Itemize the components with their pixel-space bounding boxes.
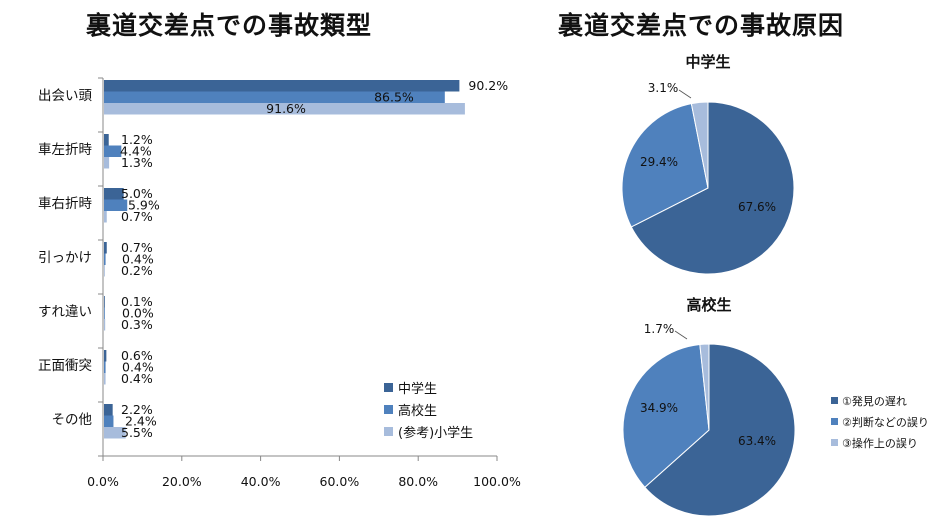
legend-label: 中学生: [398, 381, 437, 397]
category-label: 引っかけ: [38, 250, 92, 266]
bar-chart: 0.0% 20.0% 40.0% 60.0% 80.0% 100.0% 出会い頭 90.2% 8…: [38, 77, 521, 489]
pie-data-label: 34.9%: [640, 401, 678, 415]
bar: [104, 211, 107, 223]
pie-legend-label: ①発見の遅れ: [842, 394, 907, 408]
bar: [104, 134, 109, 146]
legend-label: (参考)小学生: [398, 425, 473, 441]
pie-data-label: 3.1%: [648, 81, 679, 95]
pie-legend-swatch: [831, 418, 838, 425]
bar: [104, 145, 122, 157]
data-label: 2.2%: [121, 402, 153, 417]
pie-slice: [690, 101, 709, 189]
data-label: 90.2%: [468, 78, 508, 93]
pie-data-label: 63.4%: [738, 434, 776, 448]
legend-swatch: [384, 383, 393, 392]
bar: [104, 253, 106, 265]
data-label: 0.4%: [122, 252, 154, 267]
data-label: 91.6%: [266, 101, 306, 116]
data-label: 0.1%: [121, 294, 153, 309]
x-tick-label: 20.0%: [162, 474, 202, 489]
x-tick-label: 40.0%: [241, 474, 281, 489]
bar: [104, 307, 105, 319]
callout-line: [678, 89, 692, 99]
pie-subtitle: 高校生: [686, 296, 731, 314]
bar: [104, 415, 114, 427]
pie-data-label: 29.4%: [640, 155, 678, 169]
bar: [104, 361, 106, 373]
data-label: 86.5%: [374, 90, 414, 105]
data-label: 0.3%: [121, 317, 153, 332]
data-label: 0.4%: [121, 371, 153, 386]
pie-legend-label: ③操作上の誤り: [842, 436, 918, 450]
bar: [104, 373, 106, 385]
pie-slice: [621, 103, 709, 228]
data-label: 0.7%: [121, 209, 153, 224]
callout-line: [674, 330, 688, 340]
pie-data-label: 1.7%: [644, 322, 675, 336]
pie-slice: [644, 343, 796, 517]
bar: [104, 91, 445, 103]
bar: [104, 103, 465, 115]
data-label: 1.2%: [121, 132, 153, 147]
bar: [104, 427, 126, 439]
bar: [104, 242, 107, 254]
pie-slice: [699, 343, 710, 431]
category-label: その他: [52, 412, 93, 428]
data-label: 0.6%: [121, 348, 153, 363]
data-label: 5.9%: [128, 198, 160, 213]
x-tick-label: 60.0%: [320, 474, 360, 489]
pie-data-label: 67.6%: [738, 200, 776, 214]
category-label: 出会い頭: [38, 88, 92, 104]
bar: [104, 319, 106, 331]
category-label: 車左折時: [38, 142, 92, 158]
bar: [104, 265, 105, 277]
pie-slice: [622, 343, 710, 488]
data-label: 4.4%: [120, 144, 152, 159]
legend-label: 高校生: [398, 403, 437, 419]
legend-swatch: [384, 405, 393, 414]
pie-legend-swatch: [831, 439, 838, 446]
bar: [104, 199, 128, 211]
pie-slice: [630, 101, 795, 275]
bar: [104, 80, 460, 92]
pie-legend-label: ②判断などの誤り: [842, 415, 929, 429]
pie-chart-title: 裏道交差点での事故原因: [558, 11, 845, 40]
bar: [104, 157, 110, 169]
data-label: 0.7%: [121, 240, 153, 255]
bar: [104, 350, 107, 362]
category-label: 車右折時: [38, 196, 92, 212]
x-tick-label: 0.0%: [87, 474, 119, 489]
data-label: 0.2%: [121, 263, 153, 278]
bar-chart-title: 裏道交差点での事故類型: [86, 11, 373, 40]
category-label: すれ違い: [38, 304, 92, 320]
pie-chart-junior-high: 中学生 67.6% 29.4% 3.1%: [621, 53, 795, 275]
data-label: 5.5%: [121, 425, 153, 440]
data-label: 2.4%: [125, 414, 157, 429]
pie-subtitle: 中学生: [685, 53, 730, 71]
bar: [104, 296, 105, 308]
data-label: 1.3%: [121, 155, 153, 170]
pie-chart-high-school: 高校生 63.4% 34.9% 1.7% ①発見の遅れ ②判断などの誤り ③操作上の誤り: [622, 296, 929, 517]
pie-legend-swatch: [831, 397, 838, 404]
x-tick-label: 80.0%: [398, 474, 438, 489]
data-label: 0.0%: [122, 306, 154, 321]
x-tick-label: 100.0%: [473, 474, 521, 489]
bar: [104, 188, 124, 200]
data-label: 0.4%: [122, 360, 154, 375]
data-label: 5.0%: [121, 186, 153, 201]
legend-swatch: [384, 427, 393, 436]
bar: [104, 404, 113, 416]
category-label: 正面衝突: [38, 358, 92, 374]
